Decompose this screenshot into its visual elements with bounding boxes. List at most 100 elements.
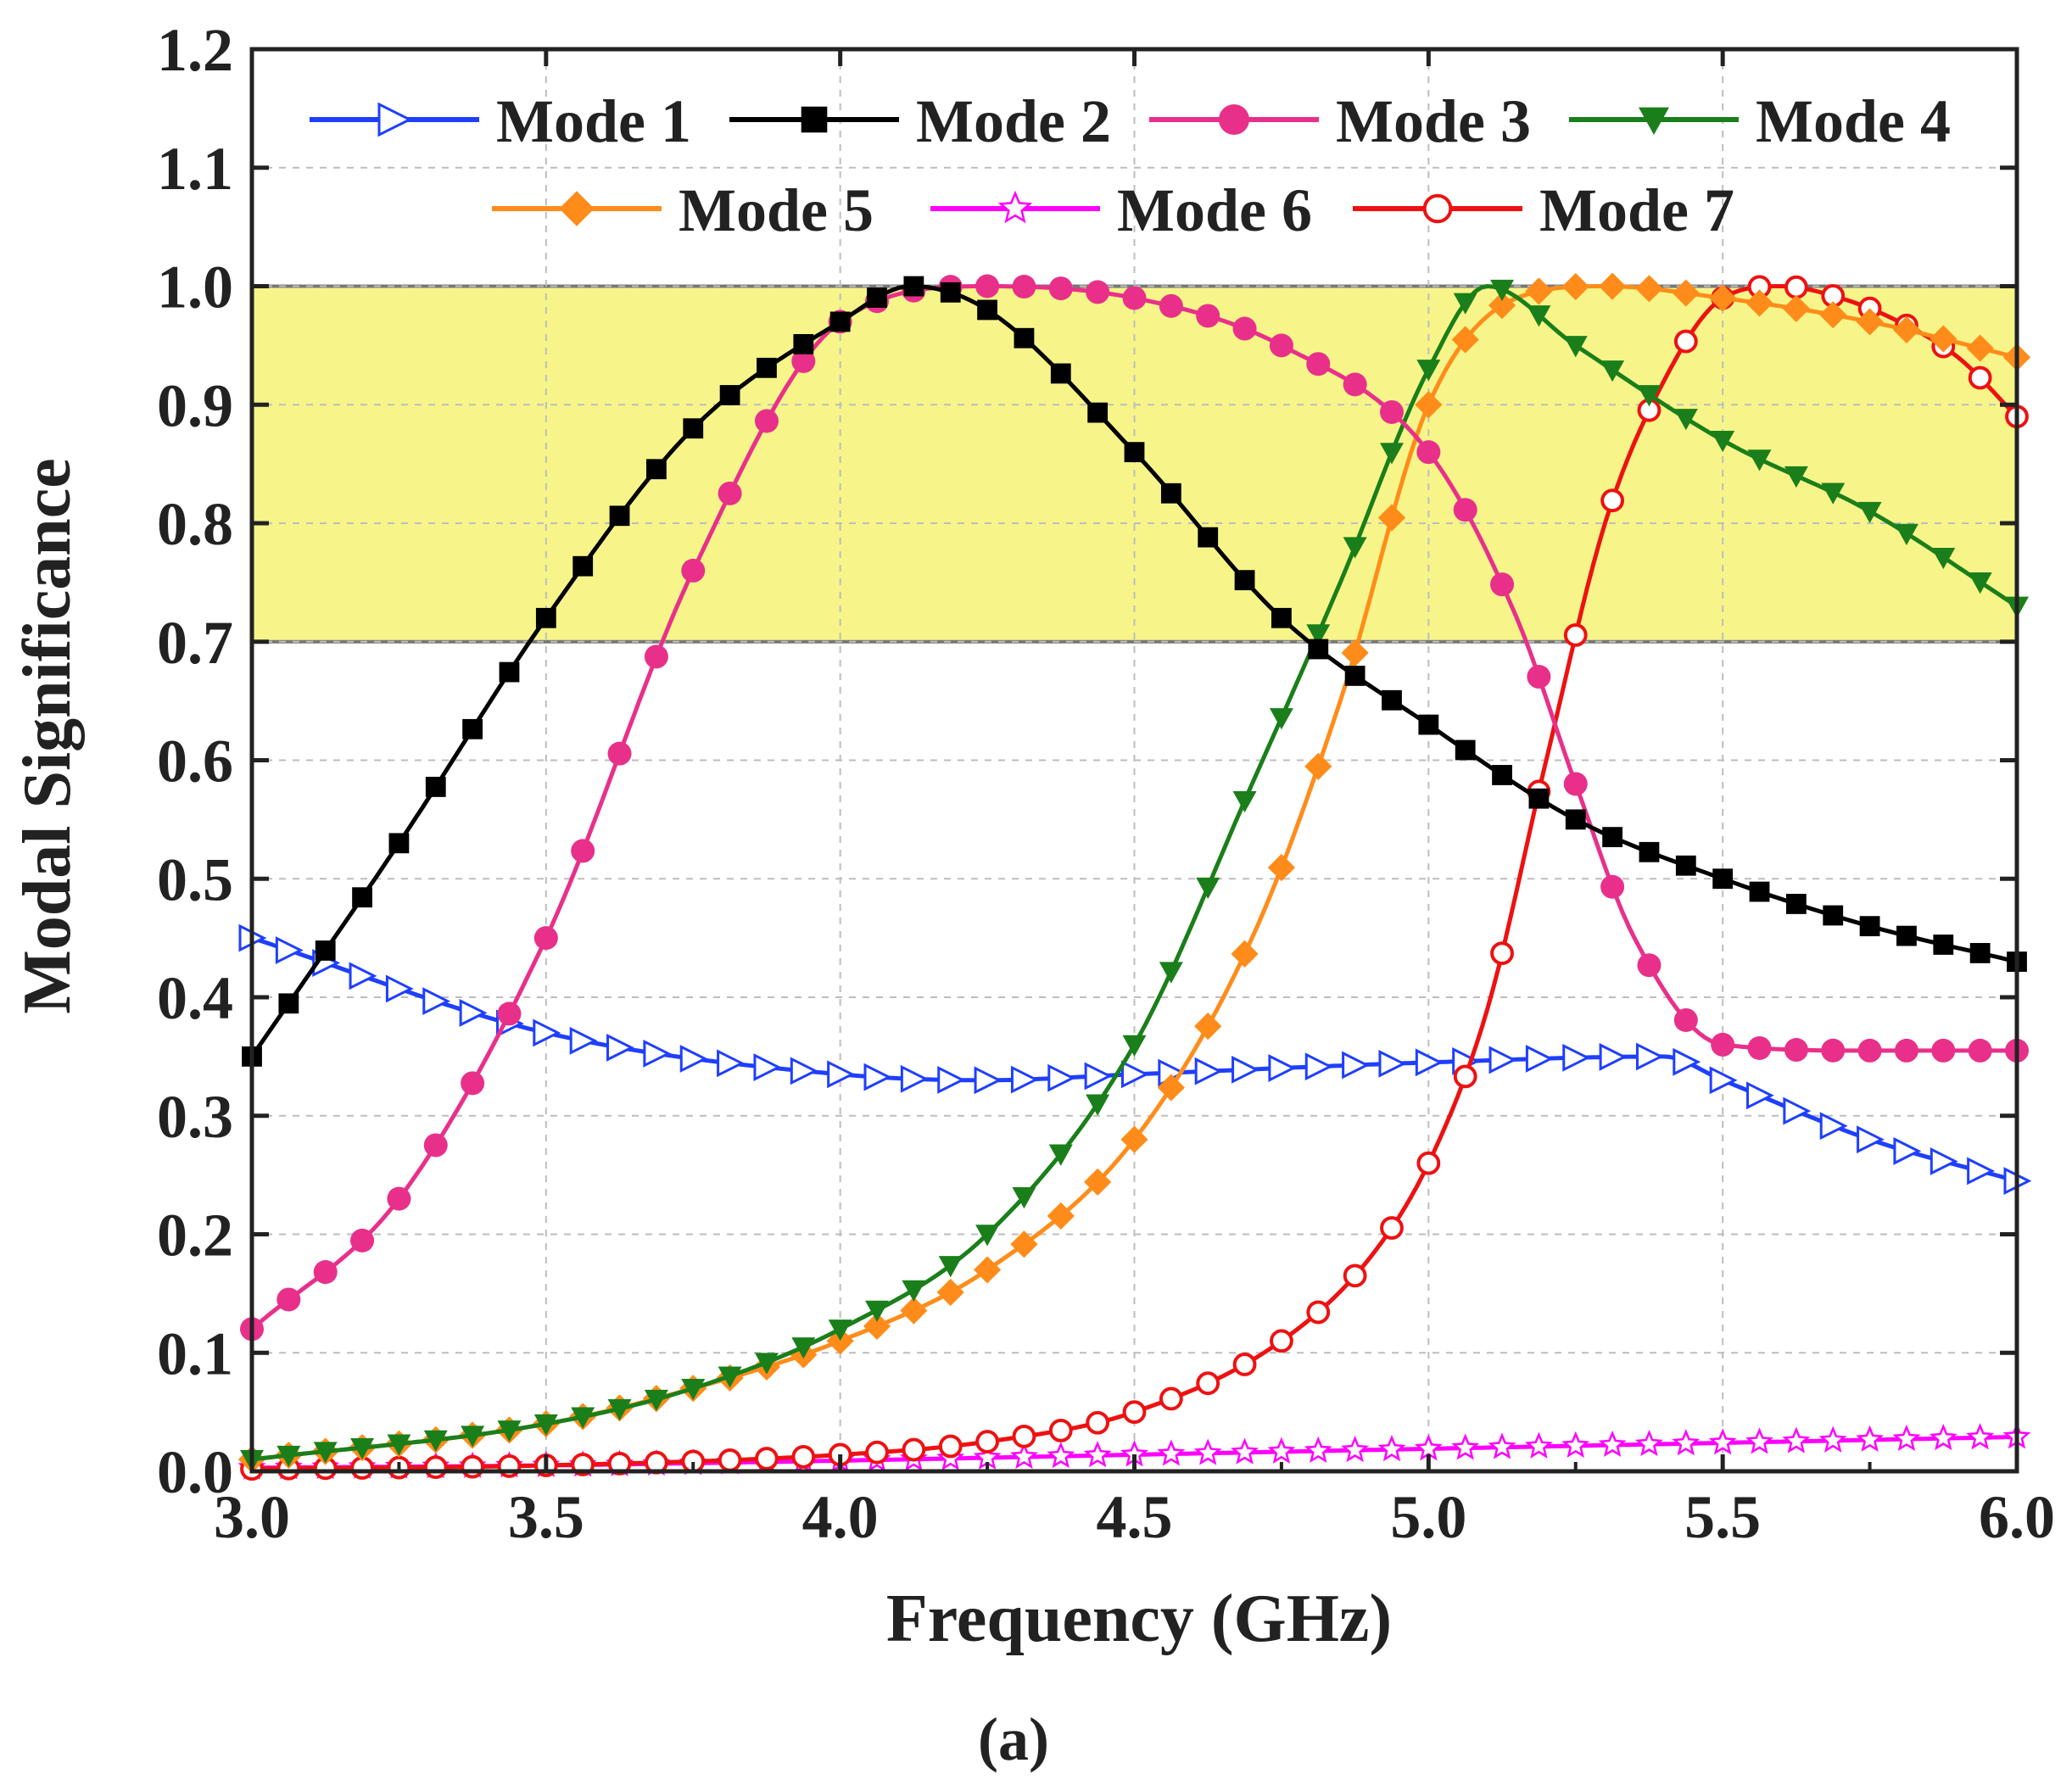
data-point-mode-6 <box>1892 1424 1921 1452</box>
y-tick-label: 0.0 <box>157 1438 233 1506</box>
data-point-mode-1 <box>1525 1045 1554 1073</box>
data-point-mode-1 <box>1746 1081 1774 1110</box>
data-point-mode-4 <box>1637 385 1662 407</box>
y-tick-label: 1.0 <box>157 254 233 321</box>
data-point-mode-3 <box>607 741 632 766</box>
data-point-mode-4 <box>828 1320 852 1342</box>
data-point-mode-7 <box>755 1447 779 1470</box>
y-tick-label: 0.9 <box>157 371 233 439</box>
data-point-mode-1 <box>1194 1057 1223 1085</box>
data-point-mode-4 <box>1673 409 1698 431</box>
data-point-mode-2 <box>903 276 924 297</box>
data-point-mode-7 <box>718 1448 742 1472</box>
data-point-mode-4 <box>1453 293 1477 315</box>
data-point-mode-7 <box>1159 1386 1183 1411</box>
data-point-mode-4 <box>791 1337 816 1359</box>
data-point-mode-6 <box>997 190 1033 224</box>
data-point-mode-1 <box>1673 1047 1701 1076</box>
legend-label: Mode 7 <box>1539 176 1734 244</box>
data-point-mode-3 <box>1894 1038 1918 1063</box>
legend-label: Mode 3 <box>1336 87 1531 155</box>
data-point-mode-6 <box>1929 1423 1958 1451</box>
data-point-mode-2 <box>683 418 704 439</box>
data-point-mode-4 <box>644 1389 668 1412</box>
data-point-mode-2 <box>609 505 630 527</box>
data-point-mode-4 <box>1857 501 1882 524</box>
legend-item-mode-7: Mode 7 <box>1353 176 1734 244</box>
data-point-mode-6 <box>1377 1435 1406 1462</box>
data-point-mode-4 <box>1563 336 1588 358</box>
data-point-mode-5 <box>1157 1074 1185 1102</box>
data-point-mode-1 <box>1635 1042 1664 1071</box>
data-point-mode-5 <box>1819 301 1847 329</box>
data-point-mode-4 <box>1232 790 1257 813</box>
data-point-mode-5 <box>1010 1230 1038 1258</box>
data-point-mode-7 <box>461 1454 485 1479</box>
data-point-mode-2 <box>1749 881 1770 902</box>
data-point-mode-4 <box>387 1434 411 1456</box>
data-point-mode-1 <box>717 1049 745 1078</box>
data-point-mode-3 <box>1269 333 1293 358</box>
data-point-mode-4 <box>1086 1094 1110 1116</box>
data-point-mode-6 <box>1267 1437 1296 1464</box>
data-point-mode-6 <box>1598 1430 1627 1458</box>
data-point-mode-2 <box>462 718 483 739</box>
data-point-mode-5 <box>1451 326 1479 354</box>
data-point-mode-1 <box>1599 1042 1628 1071</box>
data-point-mode-5 <box>1341 639 1369 667</box>
data-point-mode-4 <box>1711 430 1735 453</box>
data-point-mode-3 <box>1968 1038 1992 1063</box>
data-point-mode-2 <box>1859 916 1880 937</box>
data-point-mode-2 <box>1602 827 1623 848</box>
data-point-mode-2 <box>977 299 997 321</box>
data-point-mode-1 <box>827 1060 856 1089</box>
y-axis-title: Modal Significance <box>10 458 85 1014</box>
data-point-mode-7 <box>902 1437 926 1462</box>
data-point-mode-6 <box>1451 1433 1480 1460</box>
data-point-mode-5 <box>936 1278 964 1307</box>
data-point-mode-7 <box>1968 365 1992 390</box>
data-point-mode-4 <box>681 1378 706 1401</box>
data-point-mode-4 <box>1527 305 1551 327</box>
data-point-mode-3 <box>718 481 742 505</box>
data-point-mode-7 <box>423 1455 448 1480</box>
data-point-mode-4 <box>1490 279 1515 302</box>
data-point-mode-2 <box>1969 943 1991 963</box>
x-tick-label: 3.5 <box>508 1483 584 1551</box>
data-point-mode-3 <box>1600 874 1625 899</box>
data-point-mode-3 <box>1012 275 1036 299</box>
data-point-mode-1 <box>1967 1157 1995 1186</box>
data-point-mode-3 <box>1416 440 1441 465</box>
data-point-mode-2 <box>1234 570 1255 591</box>
data-point-mode-2 <box>1124 442 1145 463</box>
data-point-mode-1 <box>385 974 414 1003</box>
data-point-mode-7 <box>1673 329 1698 354</box>
data-point-mode-7 <box>1490 941 1514 966</box>
data-point-mode-4 <box>1122 1035 1147 1057</box>
y-tick-label: 0.5 <box>157 845 233 913</box>
data-point-mode-4 <box>1747 449 1772 471</box>
data-point-mode-1 <box>1709 1066 1738 1095</box>
data-point-mode-7 <box>1784 275 1808 299</box>
data-point-mode-1 <box>863 1063 892 1091</box>
data-point-mode-5 <box>1930 325 1958 353</box>
y-tick-label: 0.4 <box>157 964 233 1032</box>
data-point-mode-7 <box>1048 1418 1073 1442</box>
data-point-mode-5 <box>1231 940 1259 968</box>
data-point-mode-2 <box>1639 841 1660 862</box>
data-point-mode-3 <box>1086 280 1110 304</box>
data-point-mode-3 <box>1379 399 1404 424</box>
data-point-mode-5 <box>1488 292 1516 320</box>
data-point-mode-2 <box>645 459 667 480</box>
data-point-mode-3 <box>1490 572 1515 597</box>
data-point-mode-5 <box>1709 284 1737 312</box>
data-point-mode-5 <box>900 1297 928 1325</box>
y-tick-label: 1.2 <box>157 16 233 84</box>
data-point-mode-2 <box>940 282 961 303</box>
data-point-mode-5 <box>1304 752 1332 780</box>
x-tick-labels: 3.0 3.5 4.0 4.5 5.0 5.5 6.0 <box>214 1483 2055 1551</box>
data-point-mode-1 <box>1378 1049 1407 1078</box>
x-tick-label: 4.0 <box>802 1483 879 1551</box>
data-point-mode-7 <box>1270 1329 1293 1353</box>
